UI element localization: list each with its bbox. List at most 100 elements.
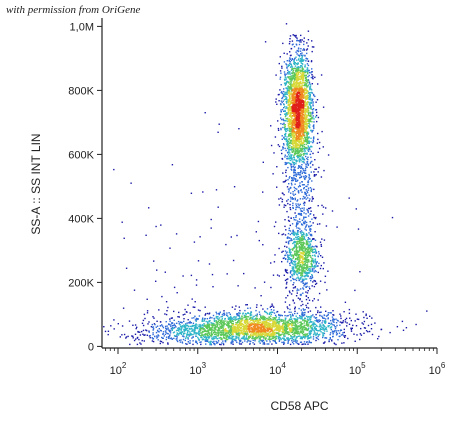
data-point — [281, 198, 284, 201]
data-point — [339, 321, 341, 323]
data-point — [311, 121, 313, 123]
data-point — [241, 322, 243, 325]
data-point — [289, 252, 292, 254]
data-point — [355, 208, 357, 210]
data-point — [290, 217, 292, 219]
data-point — [311, 250, 313, 253]
data-point — [302, 262, 304, 264]
data-point — [333, 318, 336, 321]
data-point — [301, 207, 303, 209]
data-point — [294, 152, 296, 155]
data-point — [246, 319, 249, 321]
data-point — [164, 271, 166, 273]
data-point — [330, 326, 333, 328]
data-point — [332, 318, 335, 320]
data-point — [287, 337, 289, 339]
data-point — [302, 264, 305, 266]
data-point — [281, 331, 284, 334]
data-point — [317, 83, 319, 85]
data-point — [288, 72, 290, 74]
data-point — [310, 248, 312, 250]
data-point — [304, 202, 306, 204]
data-point — [246, 332, 249, 335]
data-point — [281, 341, 283, 344]
data-point — [306, 246, 309, 248]
data-point — [281, 157, 283, 160]
data-point — [302, 60, 304, 62]
data-point — [289, 314, 291, 316]
data-point — [286, 120, 289, 122]
data-point — [286, 88, 288, 90]
data-point — [238, 337, 240, 339]
data-point — [251, 337, 253, 340]
data-point — [295, 175, 297, 178]
data-point — [297, 50, 300, 52]
data-point — [314, 254, 316, 256]
data-point — [299, 58, 302, 60]
data-point — [304, 130, 307, 132]
data-point — [158, 328, 160, 330]
data-point — [348, 308, 351, 311]
data-point — [222, 312, 225, 315]
data-point — [304, 123, 306, 126]
data-point — [296, 271, 298, 273]
data-point — [287, 140, 290, 143]
data-point — [189, 320, 191, 323]
data-point — [312, 314, 314, 316]
data-point — [301, 238, 304, 241]
data-point — [312, 101, 314, 103]
data-point — [314, 109, 317, 111]
data-point — [289, 257, 292, 260]
data-point — [251, 317, 253, 319]
data-point — [290, 164, 292, 166]
data-point — [323, 239, 326, 241]
data-point — [304, 254, 306, 256]
data-point — [293, 158, 295, 161]
data-point — [293, 269, 296, 272]
data-point — [182, 334, 185, 336]
data-point — [306, 48, 309, 50]
data-point — [220, 337, 222, 339]
data-point — [293, 68, 295, 70]
data-point — [291, 119, 293, 121]
data-point — [183, 320, 185, 323]
data-point — [291, 275, 294, 277]
data-point — [202, 327, 204, 330]
data-point — [309, 334, 311, 336]
data-point — [309, 106, 312, 108]
data-point — [296, 37, 298, 39]
data-point — [307, 272, 309, 274]
data-point — [322, 146, 324, 148]
data-point — [282, 192, 284, 195]
data-point — [294, 139, 296, 142]
data-point — [293, 264, 295, 266]
data-point — [271, 343, 273, 345]
data-point — [212, 337, 215, 339]
data-point — [292, 284, 294, 286]
data-point — [254, 319, 256, 322]
data-point — [346, 322, 348, 324]
data-point — [295, 143, 297, 145]
data-point — [310, 316, 312, 319]
data-point — [277, 336, 279, 338]
data-point — [301, 74, 303, 76]
data-point — [222, 329, 224, 331]
data-point — [113, 328, 115, 330]
data-point — [208, 325, 210, 327]
data-point — [323, 262, 325, 264]
data-point — [156, 320, 158, 322]
data-point — [305, 264, 307, 266]
data-point — [287, 125, 289, 127]
data-point — [307, 237, 310, 239]
data-point — [165, 321, 167, 323]
data-point — [184, 308, 186, 311]
data-point — [289, 73, 291, 75]
data-point — [231, 322, 233, 325]
data-point — [209, 317, 211, 320]
data-point — [317, 265, 319, 267]
data-point — [211, 327, 213, 329]
data-point — [301, 151, 303, 153]
data-point — [213, 320, 216, 322]
data-point — [332, 310, 334, 312]
data-point — [181, 335, 184, 337]
